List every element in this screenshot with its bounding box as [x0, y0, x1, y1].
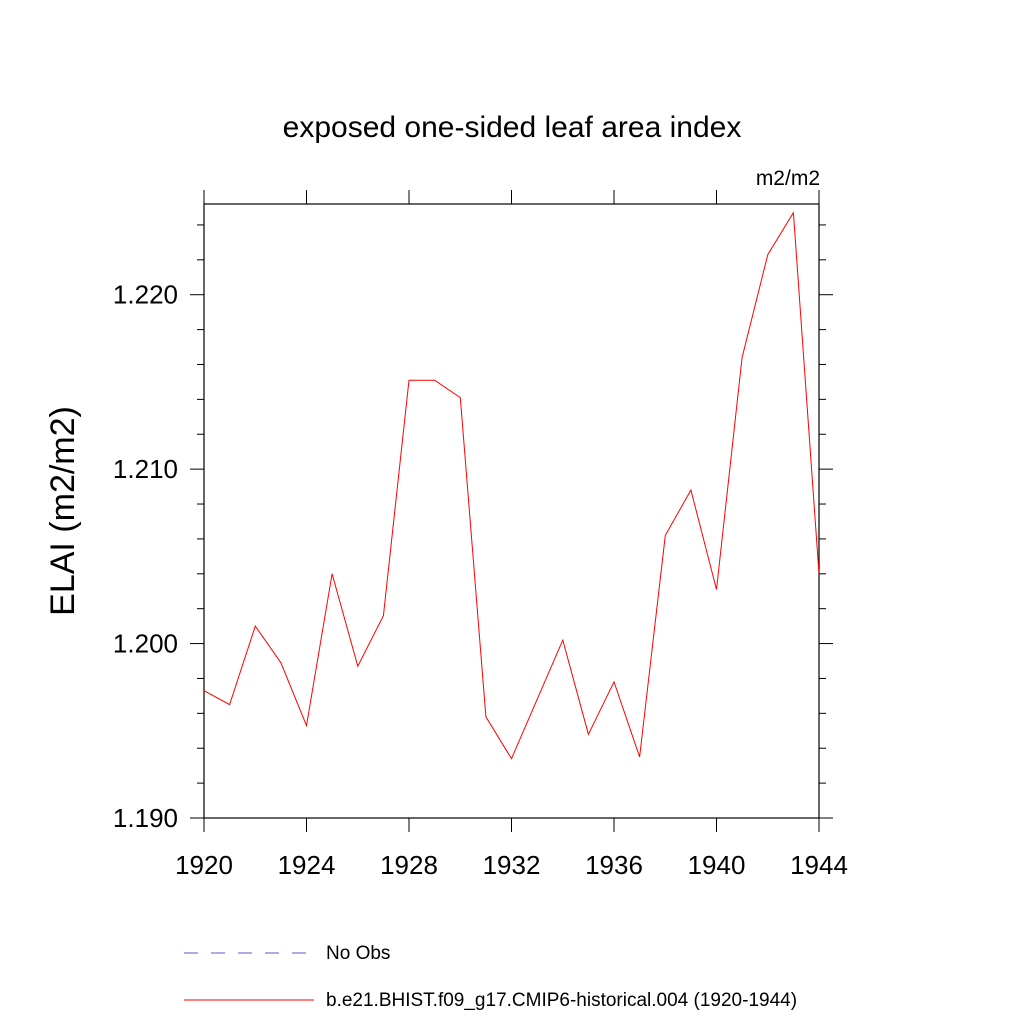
x-tick-label: 1920	[175, 850, 233, 880]
x-tick-label: 1944	[790, 850, 848, 880]
y-tick-label: 1.200	[113, 629, 178, 659]
chart-title: exposed one-sided leaf area index	[283, 111, 742, 144]
x-tick-label: 1936	[585, 850, 643, 880]
y-tick-label: 1.220	[113, 280, 178, 310]
legend-label-no-obs: No Obs	[326, 943, 390, 964]
y-tick-label: 1.210	[113, 454, 178, 484]
y-axis-label: ELAI (m2/m2)	[44, 406, 82, 616]
y-tick-label: 1.190	[113, 803, 178, 833]
y-axis-ticks: 1.190 1.200 1.210 1.220	[113, 224, 833, 833]
units-label: m2/m2	[756, 167, 820, 190]
series-layer	[203, 211, 820, 760]
legend-label-historical: b.e21.BHIST.f09_g17.CMIP6-historical.004…	[326, 990, 797, 1011]
plot-frame	[203, 203, 820, 819]
x-tick-label: 1928	[380, 850, 438, 880]
x-axis-ticks: 1920 1924 1928 1932 1936 1940 1944	[175, 190, 848, 880]
x-tick-label: 1940	[688, 850, 746, 880]
legend: No Obs b.e21.BHIST.f09_g17.CMIP6-histori…	[184, 943, 797, 1011]
x-tick-label: 1924	[278, 850, 336, 880]
series-line-1	[203, 211, 820, 760]
x-tick-label: 1932	[483, 850, 541, 880]
